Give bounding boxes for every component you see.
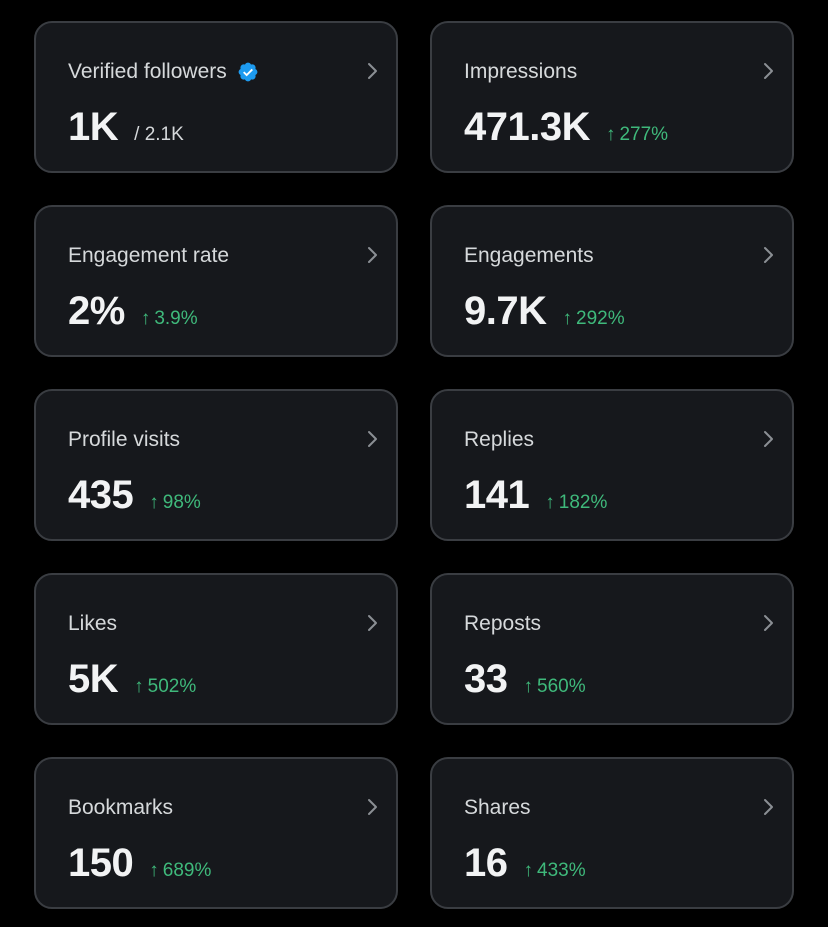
metric-value: 5K: [68, 657, 119, 701]
card-label: Reposts: [464, 612, 542, 635]
metric-change: ↑ 689%: [149, 860, 211, 882]
card-bookmarks[interactable]: Bookmarks 150 ↑ 689%: [34, 757, 398, 909]
chevron-right-icon: [368, 247, 377, 263]
chevron-right-icon: [764, 799, 773, 815]
value-row: 435 ↑ 98%: [68, 473, 201, 518]
card-label: Profile visits: [68, 428, 181, 451]
metric-value: 150: [68, 841, 134, 885]
card-label: Likes: [68, 612, 118, 635]
chevron-right-icon: [368, 615, 377, 631]
metric-value: 435: [68, 473, 134, 517]
card-label: Engagement rate: [68, 244, 230, 267]
arrow-up-icon: ↑: [140, 308, 151, 329]
metric-change: ↑ 3.9%: [141, 308, 198, 330]
metric-change-value: 502%: [147, 676, 197, 697]
value-row: 5K ↑ 502%: [68, 657, 196, 702]
value-row: 2% ↑ 3.9%: [68, 289, 198, 334]
card-reposts[interactable]: Reposts 33 ↑ 560%: [430, 573, 794, 725]
value-row: 471.3K ↑ 277%: [464, 105, 668, 150]
card-replies[interactable]: Replies 141 ↑ 182%: [430, 389, 794, 541]
metric-total: / 2.1K: [134, 124, 184, 145]
value-row: 33 ↑ 560%: [464, 657, 586, 702]
arrow-up-icon: ↑: [545, 492, 555, 513]
card-engagement-rate[interactable]: Engagement rate 2% ↑ 3.9%: [34, 205, 398, 357]
card-label-wrap: Verified followers: [68, 60, 259, 84]
card-engagements[interactable]: Engagements 9.7K ↑ 292%: [430, 205, 794, 357]
card-verified-followers[interactable]: Verified followers 1K / 2.1K: [34, 21, 398, 173]
value-row: 9.7K ↑ 292%: [464, 289, 625, 334]
metric-value: 141: [464, 473, 530, 517]
metric-change-value: 277%: [619, 124, 669, 145]
arrow-up-icon: ↑: [523, 860, 534, 881]
card-shares[interactable]: Shares 16 ↑ 433%: [430, 757, 794, 909]
metric-change-value: 689%: [162, 860, 212, 881]
metric-change: ↑ 433%: [524, 860, 586, 882]
chevron-right-icon: [764, 63, 773, 79]
chevron-right-icon: [764, 247, 773, 263]
value-row: 141 ↑ 182%: [464, 473, 607, 518]
metric-value: 1K: [68, 105, 119, 149]
metric-change-value: 560%: [537, 676, 586, 697]
chevron-right-icon: [764, 431, 773, 447]
arrow-up-icon: ↑: [149, 860, 159, 881]
metric-change-value: 3.9%: [154, 308, 198, 329]
arrow-up-icon: ↑: [134, 676, 144, 697]
card-label: Impressions: [464, 60, 578, 83]
arrow-up-icon: ↑: [605, 124, 616, 145]
metric-change-value: 292%: [576, 308, 625, 329]
arrow-up-icon: ↑: [562, 308, 573, 329]
card-likes[interactable]: Likes 5K ↑ 502%: [34, 573, 398, 725]
metric-value: 9.7K: [464, 289, 547, 333]
metric-change-value: 98%: [162, 492, 201, 513]
value-row: 16 ↑ 433%: [464, 841, 586, 886]
arrow-up-icon: ↑: [523, 676, 534, 697]
metric-change: ↑ 98%: [149, 492, 201, 514]
card-label: Verified followers: [68, 60, 227, 83]
verified-badge-icon: [238, 62, 258, 82]
chevron-right-icon: [368, 63, 377, 79]
card-profile-visits[interactable]: Profile visits 435 ↑ 98%: [34, 389, 398, 541]
metric-value: 16: [464, 841, 508, 885]
card-label: Engagements: [464, 244, 594, 267]
metric-change: ↑ 277%: [606, 124, 668, 146]
value-row: 150 ↑ 689%: [68, 841, 211, 886]
metric-change: ↑ 182%: [545, 492, 607, 514]
metric-value: 471.3K: [464, 105, 590, 149]
chevron-right-icon: [368, 799, 377, 815]
card-label: Shares: [464, 796, 531, 819]
metric-change-value: 182%: [558, 492, 608, 513]
card-label: Replies: [464, 428, 535, 451]
arrow-up-icon: ↑: [149, 492, 159, 513]
value-row: 1K / 2.1K: [68, 105, 184, 150]
metric-value: 2%: [68, 289, 125, 333]
card-label: Bookmarks: [68, 796, 174, 819]
card-impressions[interactable]: Impressions 471.3K ↑ 277%: [430, 21, 794, 173]
metric-change-value: 433%: [537, 860, 586, 881]
metric-value: 33: [464, 657, 508, 701]
chevron-right-icon: [368, 431, 377, 447]
metric-change: ↑ 502%: [134, 676, 196, 698]
metric-change: ↑ 292%: [563, 308, 625, 330]
metric-change: ↑ 560%: [524, 676, 586, 698]
chevron-right-icon: [764, 615, 773, 631]
